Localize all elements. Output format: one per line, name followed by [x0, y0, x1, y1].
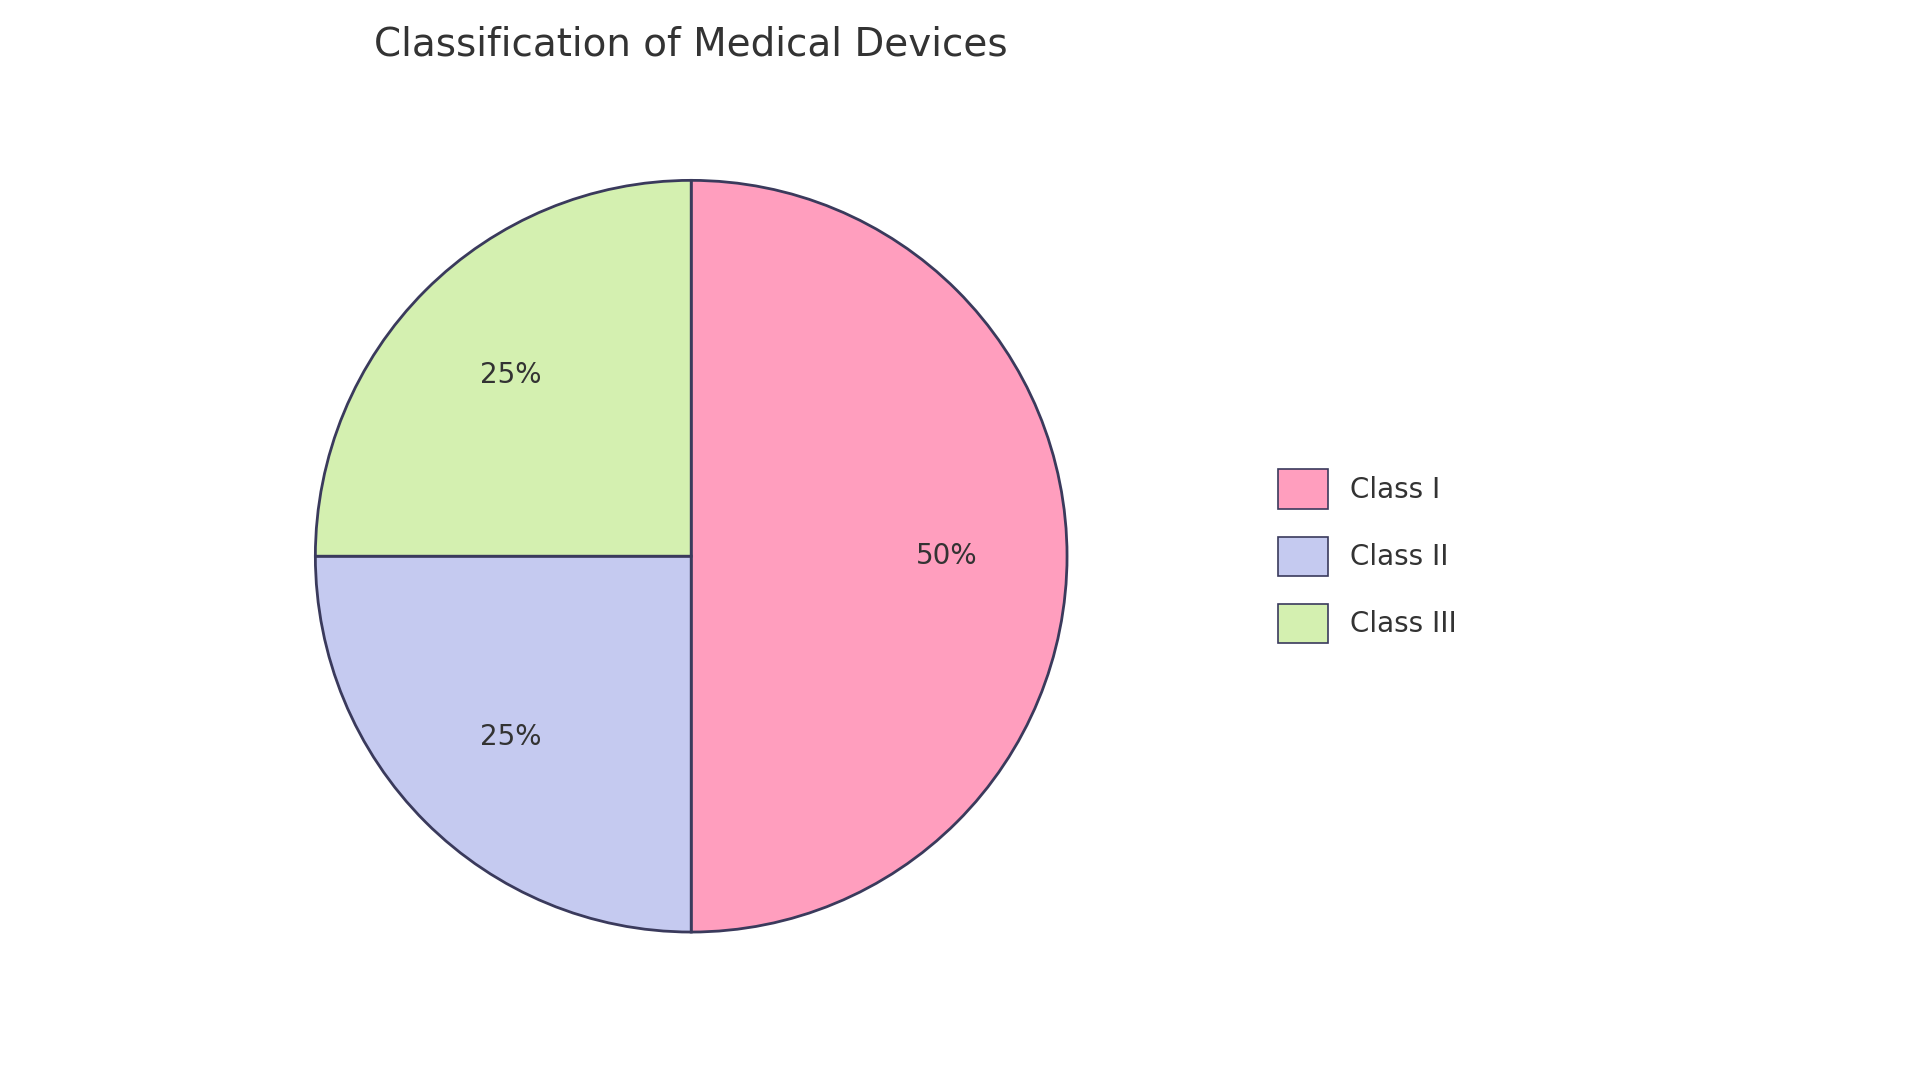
Title: Classification of Medical Devices: Classification of Medical Devices [374, 26, 1008, 64]
Wedge shape [315, 556, 691, 932]
Text: 50%: 50% [916, 542, 977, 570]
Legend: Class I, Class II, Class III: Class I, Class II, Class III [1250, 442, 1484, 671]
Wedge shape [315, 180, 691, 556]
Wedge shape [691, 180, 1068, 932]
Text: 25%: 25% [480, 362, 541, 390]
Text: 25%: 25% [480, 723, 541, 751]
